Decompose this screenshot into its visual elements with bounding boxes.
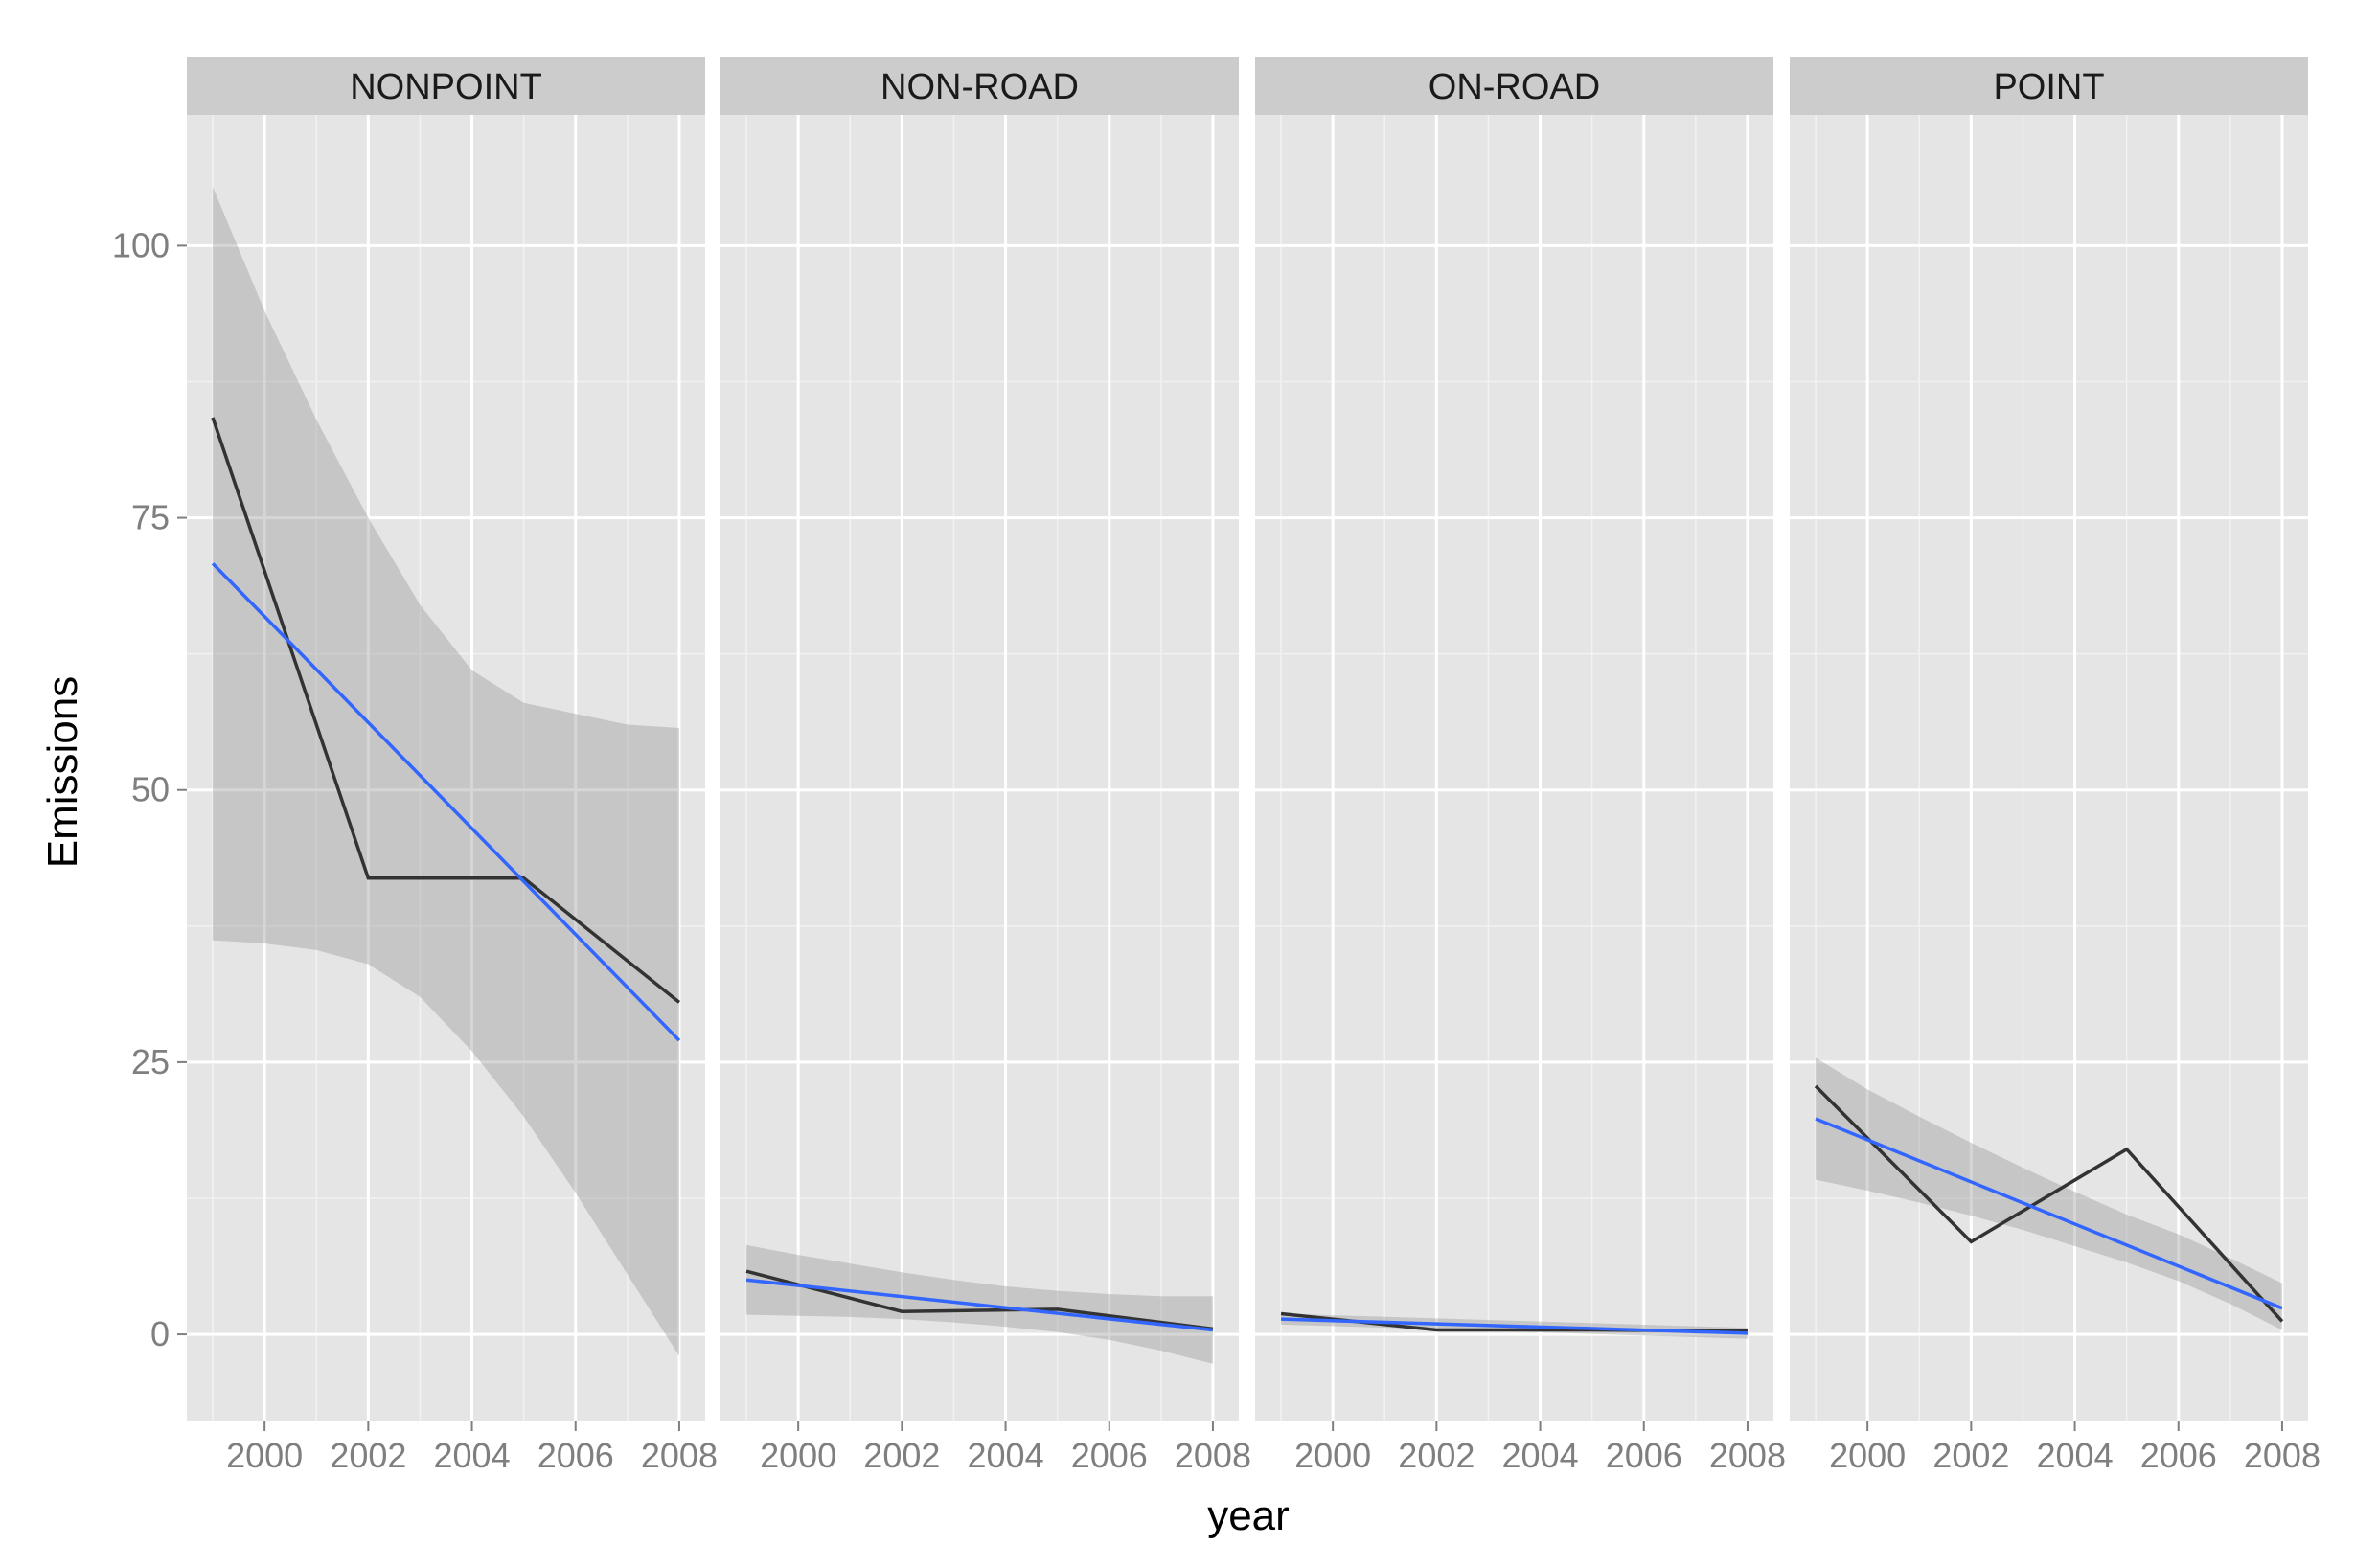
facet-nonpoint: NONPOINT 2000 2002 2004 2006 2008 <box>187 57 718 1475</box>
x-tick-label: 2002 <box>1932 1436 2009 1475</box>
facet-strip <box>1255 57 1773 115</box>
x-tick-label: 2006 <box>1606 1436 1682 1475</box>
x-tick-label: 2000 <box>760 1436 836 1475</box>
facet-strip <box>187 57 705 115</box>
facet-non-road: NON-ROAD 2000 2002 2004 2006 2008 <box>720 57 1251 1475</box>
facet-strip-label: POINT <box>1993 67 2104 107</box>
facet-on-road: ON-ROAD 2000 2002 2004 2006 2008 <box>1255 57 1786 1475</box>
x-tick-label: 2008 <box>1709 1436 1786 1475</box>
y-tick-label: 50 <box>131 770 170 809</box>
fit-line <box>211 562 681 1042</box>
facet-strip-label: NONPOINT <box>350 67 542 107</box>
x-tick-label: 2004 <box>1502 1436 1579 1475</box>
x-tick-label: 2008 <box>1175 1436 1251 1475</box>
y-axis-title: Emissions <box>39 676 86 869</box>
facet-point: POINT 2000 2002 2004 2006 2008 <box>1790 57 2321 1475</box>
x-axis-title: year <box>1207 1492 1290 1539</box>
x-tick-label: 2008 <box>641 1436 718 1475</box>
x-tick-label: 2006 <box>537 1436 614 1475</box>
y-tick-label: 75 <box>131 498 170 537</box>
panel-background <box>1255 115 1773 1421</box>
y-tick-label: 100 <box>112 225 170 264</box>
x-tick-label: 2002 <box>1398 1436 1475 1475</box>
y-tick-label: 25 <box>131 1042 170 1081</box>
fit-line <box>745 1278 1214 1332</box>
x-tick-label: 2004 <box>2037 1436 2114 1475</box>
x-tick-label: 2000 <box>226 1436 303 1475</box>
facet-strip <box>720 57 1239 115</box>
panel-background <box>720 115 1239 1421</box>
y-tick-label: 0 <box>150 1314 170 1353</box>
x-tick-label: 2000 <box>1829 1436 1906 1475</box>
x-tick-label: 2006 <box>2140 1436 2217 1475</box>
x-tick-label: 2002 <box>863 1436 940 1475</box>
fit-line <box>1280 1317 1749 1335</box>
confidence-ribbon <box>213 187 679 1356</box>
x-tick-label: 2004 <box>968 1436 1044 1475</box>
x-tick-label: 2004 <box>434 1436 511 1475</box>
facet-strip-label: NON-ROAD <box>880 67 1079 107</box>
panel-background <box>187 115 705 1421</box>
fit-line <box>1815 1117 2283 1310</box>
x-tick-label: 2008 <box>2244 1436 2321 1475</box>
data-line <box>211 417 681 1004</box>
x-tick-label: 2002 <box>330 1436 406 1475</box>
x-tick-label: 2000 <box>1294 1436 1371 1475</box>
panel-background <box>1790 115 2308 1421</box>
facet-strip <box>1790 57 2308 115</box>
data-line <box>1814 1084 2284 1323</box>
x-tick-label: 2006 <box>1071 1436 1148 1475</box>
facet-strip-label: ON-ROAD <box>1429 67 1600 107</box>
data-line <box>745 1269 1214 1331</box>
